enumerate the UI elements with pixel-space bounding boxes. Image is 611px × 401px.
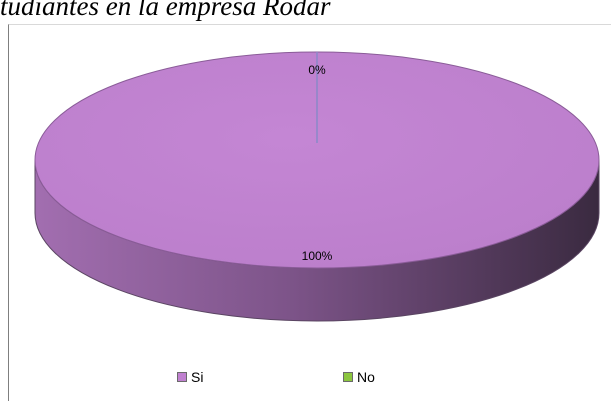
chart-legend: Si No <box>0 367 611 387</box>
legend-swatch-si <box>177 372 187 382</box>
legend-label-si: Si <box>191 369 204 385</box>
data-label-si: 100% <box>302 249 333 263</box>
legend-item-no: No <box>343 367 375 387</box>
legend-swatch-no <box>343 372 353 382</box>
data-label-no: 0% <box>308 63 326 77</box>
legend-item-si: Si <box>177 367 203 387</box>
chart-title: tudiantes en la empresa Rodar <box>0 0 331 21</box>
legend-label-no: No <box>357 369 375 385</box>
